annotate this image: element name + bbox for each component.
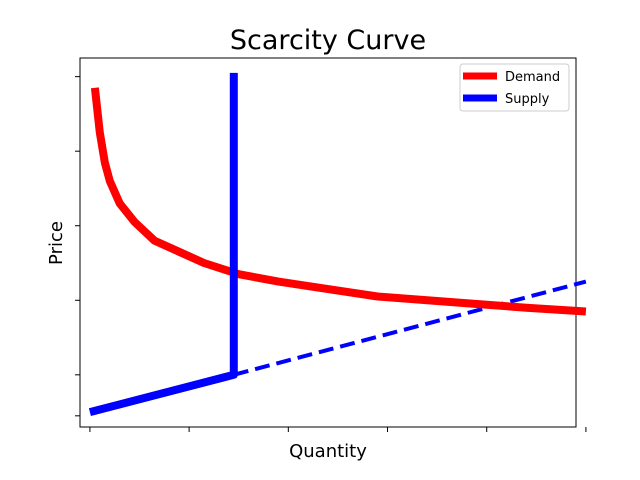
legend: Demand Supply (459, 63, 570, 112)
supply-line (88, 72, 238, 416)
x-axis-ticks (89, 427, 587, 432)
legend-label-demand: Demand (505, 70, 560, 85)
series-layer (88, 72, 587, 416)
supply-dashed-line (233, 279, 587, 377)
plot-area (75, 57, 587, 432)
y-axis-ticks (75, 76, 80, 417)
demand-line (90, 87, 587, 316)
legend-label-supply: Supply (505, 92, 550, 107)
chart-title: Scarcity Curve (230, 25, 426, 56)
x-axis-label: Quantity (289, 441, 367, 462)
y-axis-label: Price (46, 221, 67, 265)
